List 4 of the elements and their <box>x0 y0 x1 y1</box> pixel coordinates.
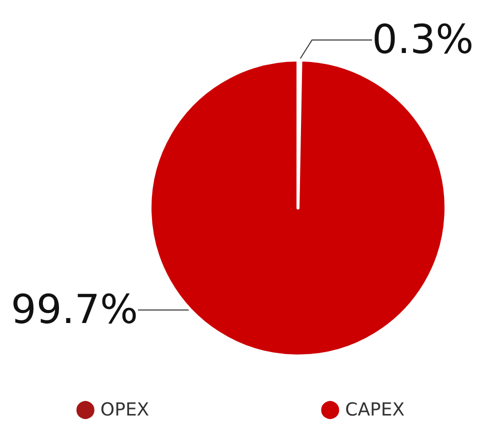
legend-label: CAPEX <box>345 400 405 420</box>
legend-label: OPEX <box>100 400 150 420</box>
data-label: 0.3% <box>372 17 474 63</box>
data-label: 99.7% <box>10 287 138 333</box>
